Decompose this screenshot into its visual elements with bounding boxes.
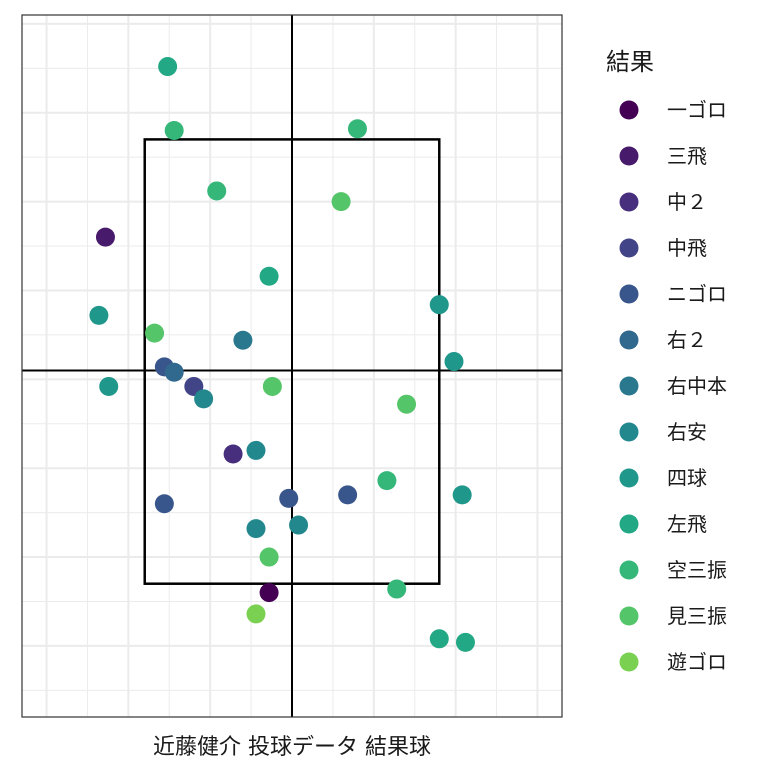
legend-key [619, 330, 639, 350]
data-point [377, 471, 397, 491]
data-point [289, 515, 309, 535]
data-point [452, 485, 472, 505]
legend-label: ニゴロ [667, 282, 727, 306]
legend-label: 一ゴロ [667, 98, 727, 122]
legend-label: 右安 [667, 420, 707, 444]
data-point [387, 579, 407, 599]
legend-label: 三飛 [667, 144, 707, 168]
legend-key [619, 100, 639, 120]
legend-key [619, 468, 639, 488]
legend-key [619, 606, 639, 626]
legend-key [619, 376, 639, 396]
data-point [99, 376, 119, 396]
data-point [246, 519, 266, 539]
data-point [246, 440, 266, 460]
data-point [259, 266, 279, 286]
legend-label: 中飛 [667, 236, 707, 260]
data-point [233, 330, 253, 350]
data-points [89, 57, 475, 652]
legend-title: 結果 [606, 48, 654, 76]
x-axis-label: 近藤健介 投球データ 結果球 [153, 735, 431, 760]
data-point [429, 295, 449, 315]
panel-border [21, 14, 563, 718]
legend-key [619, 284, 639, 304]
legend-key [619, 560, 639, 580]
legend-key [619, 192, 639, 212]
data-point [338, 485, 358, 505]
data-point [259, 547, 279, 567]
data-point [207, 181, 227, 201]
legend-label: 右２ [667, 328, 707, 352]
legend-key [619, 422, 639, 442]
legend-key [619, 514, 639, 534]
legend-label: 左飛 [667, 512, 707, 536]
data-point [455, 632, 475, 652]
data-point [259, 583, 279, 603]
data-point [158, 57, 178, 77]
data-point [194, 389, 214, 409]
legend-label: 見三振 [667, 604, 727, 628]
data-point [164, 121, 184, 141]
legend-label: 右中本 [667, 374, 727, 398]
legend-key [619, 652, 639, 672]
data-point [246, 604, 266, 624]
legend-key [619, 146, 639, 166]
data-point [262, 376, 282, 396]
legend-label: 空三振 [667, 558, 727, 582]
data-point [145, 323, 165, 343]
legend-label: 中２ [667, 190, 707, 214]
data-point [223, 444, 243, 464]
data-point [331, 192, 351, 212]
data-point [347, 119, 367, 139]
data-point [154, 494, 174, 514]
data-point [279, 488, 299, 508]
data-point [89, 305, 109, 325]
data-point [444, 352, 464, 372]
data-point [95, 227, 115, 247]
legend-label: 遊ゴロ [667, 650, 727, 674]
plot-panel [21, 14, 563, 718]
legend-key [619, 238, 639, 258]
legend-label: 四球 [667, 466, 707, 490]
data-point [429, 629, 449, 649]
data-point [397, 394, 417, 414]
data-point [164, 362, 184, 382]
